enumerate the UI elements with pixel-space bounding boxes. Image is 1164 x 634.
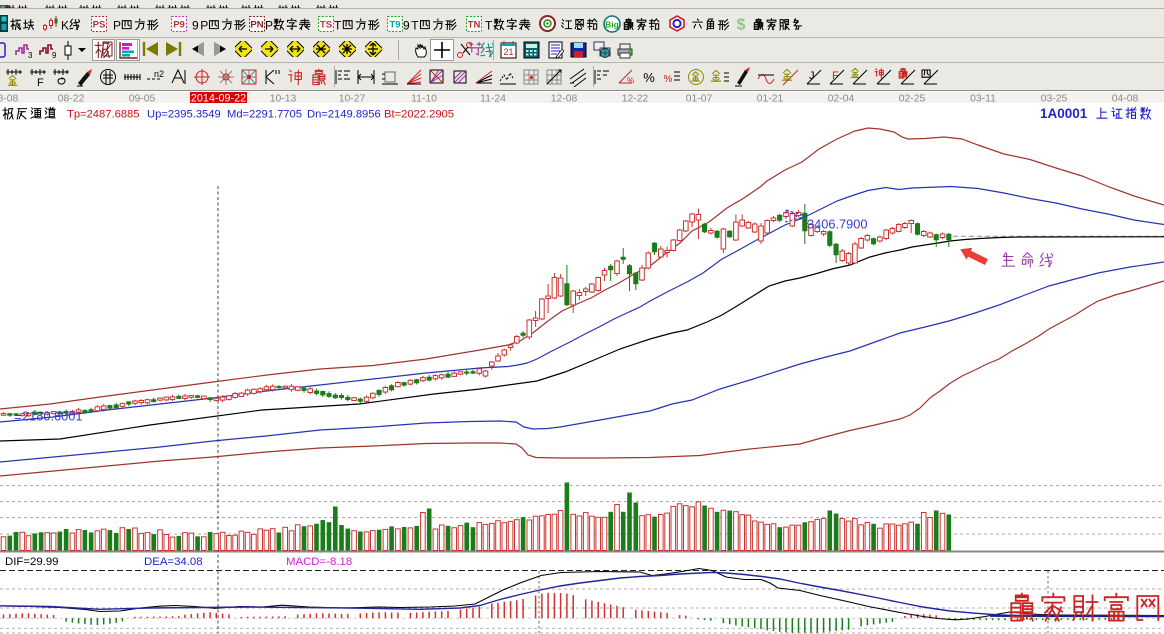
svg-text:MACD=-8.18: MACD=-8.18 (286, 556, 352, 568)
svg-text:08-08: 08-08 (0, 94, 19, 104)
svg-text:P: P (200, 19, 208, 33)
svg-text:Tp=2487.6885: Tp=2487.6885 (67, 109, 139, 121)
svg-text:11-24: 11-24 (480, 94, 506, 104)
svg-text:9: 9 (403, 19, 410, 33)
svg-text:DIF=29.99: DIF=29.99 (5, 556, 59, 568)
svg-text:%: % (627, 76, 634, 85)
svg-text:T: T (411, 19, 419, 33)
svg-text:%: % (664, 74, 673, 85)
svg-text:P: P (113, 19, 121, 33)
svg-text:1A0001: 1A0001 (1040, 106, 1088, 121)
svg-text:TN: TN (468, 20, 481, 31)
svg-text:P9: P9 (173, 20, 185, 31)
svg-text:T: T (485, 19, 493, 33)
svg-text:3406.7900: 3406.7900 (807, 217, 868, 232)
svg-text:TS: TS (320, 20, 332, 31)
svg-text:T: T (334, 19, 342, 33)
svg-text:2180.6001: 2180.6001 (22, 409, 83, 424)
svg-text:01-07: 01-07 (686, 94, 713, 104)
svg-text:9: 9 (52, 51, 56, 59)
svg-text:PN: PN (250, 20, 263, 31)
svg-text:K: K (61, 19, 69, 33)
svg-text:3: 3 (28, 51, 32, 59)
svg-text:F: F (832, 70, 839, 82)
svg-text:01-21: 01-21 (757, 94, 784, 104)
svg-text:02-25: 02-25 (899, 94, 926, 104)
svg-text:09-05: 09-05 (129, 94, 156, 104)
svg-text:21: 21 (503, 47, 513, 57)
svg-text:03-11: 03-11 (970, 94, 996, 104)
svg-text:J: J (809, 70, 815, 82)
svg-text:04-08: 04-08 (1112, 94, 1139, 104)
svg-text:Dn=2149.8956: Dn=2149.8956 (307, 109, 381, 121)
svg-text:F: F (37, 77, 44, 87)
svg-text:2014-09-22: 2014-09-22 (191, 93, 246, 104)
svg-text:P: P (265, 19, 273, 33)
svg-text:Up=2395.3549: Up=2395.3549 (147, 109, 221, 121)
svg-text:11-10: 11-10 (411, 94, 437, 104)
svg-text:12-08: 12-08 (551, 94, 578, 104)
svg-text:Md=2291.7705: Md=2291.7705 (227, 109, 302, 121)
svg-text:Big: Big (605, 20, 619, 30)
svg-text:10-27: 10-27 (339, 94, 366, 104)
svg-text:10-13: 10-13 (270, 94, 297, 104)
svg-text:02-04: 02-04 (828, 94, 855, 104)
svg-text:PS: PS (93, 20, 106, 31)
svg-text:12-22: 12-22 (622, 94, 649, 104)
svg-text:=: = (14, 409, 22, 424)
svg-text:%: % (643, 70, 655, 85)
svg-text:03-25: 03-25 (1041, 94, 1068, 104)
svg-text:$: $ (737, 17, 746, 33)
svg-text:Bt=2022.2905: Bt=2022.2905 (384, 109, 454, 121)
svg-text:T9: T9 (389, 20, 400, 31)
svg-text:n2: n2 (154, 69, 164, 79)
svg-text:DEA=34.08: DEA=34.08 (144, 556, 203, 568)
svg-text:08-22: 08-22 (58, 94, 85, 104)
svg-text:9: 9 (192, 19, 199, 33)
